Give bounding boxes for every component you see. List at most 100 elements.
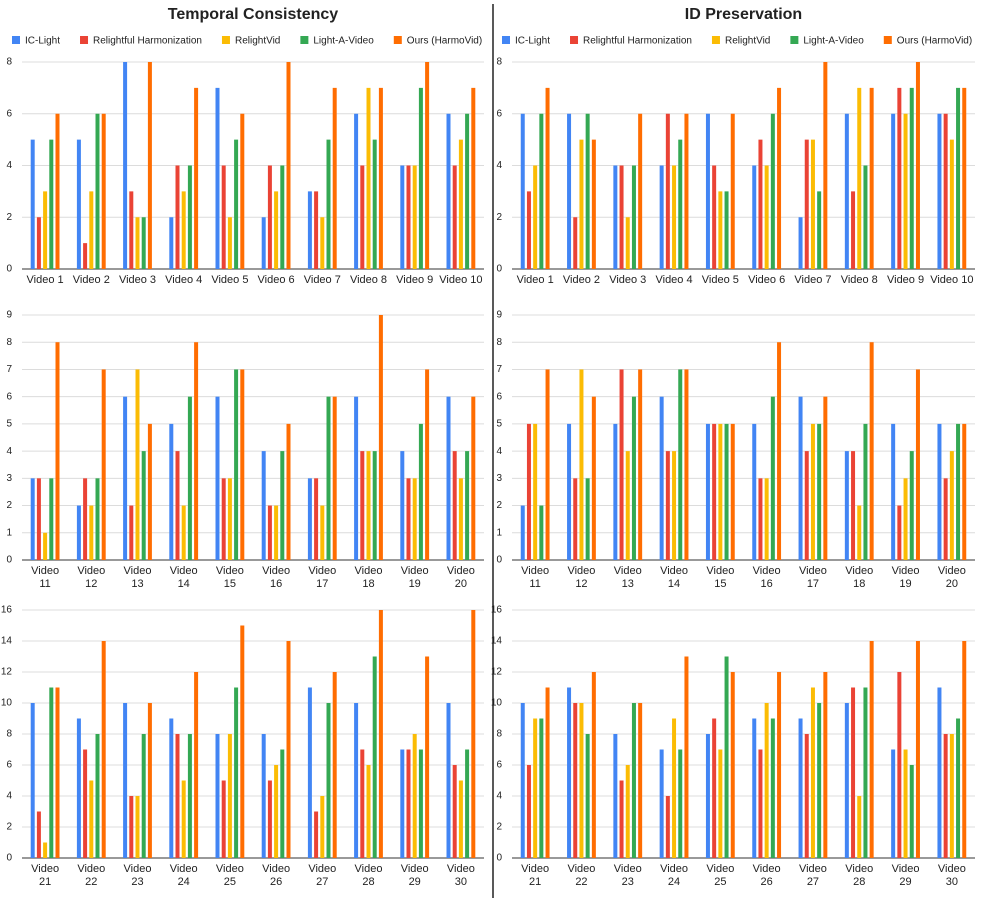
bar (129, 191, 134, 269)
x-tick-label: Video 23 (613, 863, 642, 888)
bar (147, 62, 152, 269)
legend-label: Ours (HarmoVid) (897, 36, 972, 47)
bar (705, 423, 710, 560)
bar (425, 62, 430, 269)
bar (101, 369, 106, 560)
x-tick-label: Video 28 (845, 863, 874, 888)
x-tick-label: Video 19 (891, 565, 920, 590)
bar (215, 396, 220, 560)
x-tick-label: Video 4 (655, 274, 693, 286)
bar (823, 62, 828, 269)
bar (471, 87, 476, 269)
y-tick-label: 6 (6, 391, 12, 402)
bar (810, 139, 815, 269)
bar (684, 113, 689, 269)
y-tick-label: 2 (496, 822, 502, 833)
bar (372, 139, 377, 269)
legend-label: IC-Light (25, 36, 60, 47)
bar (314, 811, 319, 858)
bar (672, 718, 677, 858)
bar (752, 423, 757, 560)
bar (227, 217, 232, 269)
bar (372, 451, 377, 560)
bar (678, 749, 683, 858)
bar (418, 423, 423, 560)
x-tick-label: Video 7 (794, 274, 832, 286)
bar (857, 796, 862, 858)
bar (585, 478, 590, 560)
x-tick-label: Video 19 (400, 565, 429, 590)
x-tick-label: Video 15 (706, 565, 735, 590)
bar (187, 165, 192, 269)
bar (730, 423, 735, 560)
legend-swatch (221, 36, 230, 44)
x-tick-label: Video 20 (446, 565, 475, 590)
bar (332, 87, 337, 269)
bar (320, 217, 325, 269)
bar (175, 734, 180, 858)
y-tick-label: 4 (6, 160, 12, 171)
x-tick-label: Video 28 (354, 863, 383, 888)
bar (83, 749, 88, 858)
bar (123, 703, 128, 858)
bar (567, 687, 572, 858)
x-tick-label: Video 1 (516, 274, 554, 286)
bar (817, 703, 822, 858)
bar (851, 687, 856, 858)
legend-label: Relightful Harmonization (583, 36, 692, 47)
y-tick-label: 4 (496, 791, 502, 802)
bar (718, 191, 723, 269)
bar (194, 87, 199, 269)
bar (665, 113, 670, 269)
bar (962, 641, 967, 858)
y-tick-label: 3 (6, 473, 12, 484)
bar (95, 478, 100, 560)
y-tick-label: 6 (496, 391, 502, 402)
bar (613, 165, 618, 269)
bar (418, 749, 423, 858)
bar (261, 734, 266, 858)
bar (446, 396, 451, 560)
bar (465, 749, 470, 858)
bar (897, 87, 902, 269)
x-tick-label: Video 8 (840, 274, 878, 286)
y-tick-label: 5 (6, 419, 12, 430)
bar (810, 423, 815, 560)
bar (332, 672, 337, 858)
y-tick-label: 8 (6, 57, 12, 68)
x-tick-label: Video 25 (706, 863, 735, 888)
bar (804, 139, 809, 269)
bar (83, 243, 88, 269)
y-tick-label: 1 (496, 527, 502, 538)
x-tick-label: Video 9 (886, 274, 925, 286)
bar (141, 734, 146, 858)
bar (573, 478, 578, 560)
bar (764, 478, 769, 560)
bar (286, 641, 291, 858)
bar (314, 478, 319, 560)
y-tick-label: 8 (496, 337, 502, 348)
bar (770, 113, 775, 269)
x-tick-label: Video 29 (891, 863, 920, 888)
legend-swatch (80, 36, 89, 44)
bar (452, 165, 457, 269)
bar (764, 165, 769, 269)
legend-swatch (300, 36, 309, 44)
y-tick-label: 7 (6, 364, 12, 375)
x-tick-label: Video 30 (446, 863, 475, 888)
y-tick-label: 2 (496, 500, 502, 511)
bar (326, 139, 331, 269)
bar (823, 672, 828, 858)
bar (169, 718, 174, 858)
bar (406, 165, 411, 269)
bar (520, 505, 525, 560)
y-tick-label: 16 (1, 605, 13, 616)
bar (585, 113, 590, 269)
bar (95, 734, 100, 858)
x-tick-label: Video 13 (613, 565, 642, 590)
x-tick-label: Video 27 (798, 863, 827, 888)
bar (181, 780, 186, 858)
bar (915, 369, 920, 560)
legend-swatch (883, 36, 892, 44)
bar (625, 217, 630, 269)
